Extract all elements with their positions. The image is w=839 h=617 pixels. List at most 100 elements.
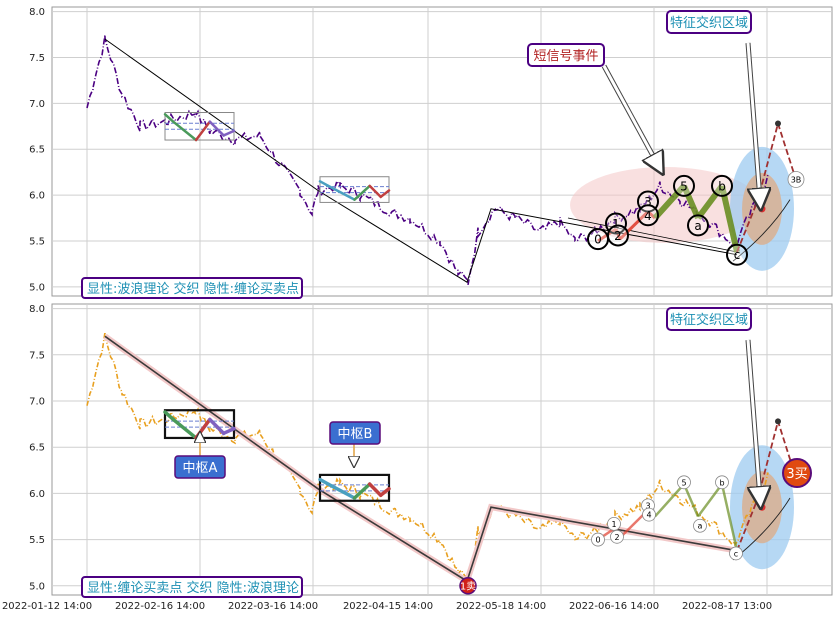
y-tick-label: 6.5 bbox=[29, 443, 45, 454]
y-tick-label: 5.5 bbox=[29, 535, 45, 546]
wave-label-text: 3 bbox=[644, 195, 652, 209]
wave-label-text: 5 bbox=[681, 478, 686, 487]
pivot-zigzag-segment bbox=[352, 482, 372, 500]
wave-label-text: 3B bbox=[791, 175, 802, 184]
x-tick-label: 2022-04-15 14:00 bbox=[343, 601, 433, 612]
y-tick-label: 6.5 bbox=[29, 145, 45, 156]
wave-label-text: c bbox=[734, 248, 741, 262]
wave-label-circle bbox=[787, 171, 805, 188]
legend-box bbox=[81, 277, 303, 299]
wave-label-text: 5 bbox=[680, 179, 688, 193]
y-tick-label: 5.0 bbox=[29, 581, 45, 592]
x-tick-label: 2022-01-12 14:00 bbox=[2, 601, 92, 612]
bottom-panel: 5.0 5.5 6.0 6.5 7.0 7.5 8.0 0 1 2 34 5 a b c 1卖 3买 中枢A 中枢B… bbox=[29, 303, 833, 598]
pivot-zigzag-segment bbox=[208, 120, 225, 137]
y-tick-label: 7.5 bbox=[29, 53, 45, 64]
signal-arrow bbox=[602, 65, 658, 165]
wave-label-text: 1 bbox=[612, 217, 620, 231]
wave-label-text: a bbox=[698, 522, 703, 531]
pivot-zigzag-segment bbox=[221, 426, 236, 436]
pivot-zigzag-segment bbox=[171, 417, 198, 440]
trend-stroke-line bbox=[104, 38, 738, 283]
y-tick-label: 6.0 bbox=[29, 489, 45, 500]
zone-callout-box bbox=[666, 10, 752, 34]
signal-callout-box bbox=[527, 43, 605, 67]
pivot-zigzag-segment bbox=[222, 129, 236, 137]
wave-segment bbox=[682, 483, 700, 517]
buy-point-label: 3买 bbox=[786, 467, 807, 482]
y-tick-label: 7.0 bbox=[29, 99, 45, 110]
top-panel: 5.0 5.5 6.0 6.5 7.0 7.5 8.0 012 34 5 a b c 3B 特征交织区域短信… bbox=[29, 6, 833, 299]
wave-segment bbox=[681, 184, 701, 220]
wave-label-text: 2 bbox=[614, 229, 622, 243]
wave-label-circle bbox=[729, 546, 743, 561]
wave-segment bbox=[654, 483, 685, 518]
wave-label-circle bbox=[673, 174, 695, 197]
x-tick-label: 2022-02-16 14:00 bbox=[115, 601, 205, 612]
wave-label-circle bbox=[607, 516, 621, 531]
price-series-line bbox=[86, 34, 769, 285]
x-tick-label: 2022-05-18 14:00 bbox=[456, 601, 546, 612]
wave-label-text: 0 bbox=[595, 536, 600, 545]
pivot-zigzag-segment bbox=[318, 180, 330, 188]
y-tick-label: 6.0 bbox=[29, 191, 45, 202]
wave-segment bbox=[720, 483, 739, 551]
wave-segment bbox=[719, 185, 740, 253]
wave-label-circle bbox=[687, 214, 709, 237]
y-tick-label: 8.0 bbox=[29, 7, 45, 18]
plot-frame bbox=[51, 303, 833, 596]
wave-segment bbox=[696, 483, 724, 518]
pivot-zigzag-segment bbox=[367, 482, 383, 497]
pivot-zigzag-segment bbox=[163, 113, 175, 123]
pivot-zigzag-segment bbox=[172, 120, 198, 142]
wave-label-circle bbox=[715, 475, 729, 490]
legend-label: 显性:波浪理论 交织 隐性:缠论买卖点 bbox=[87, 281, 299, 297]
zone-callout-label: 特征交织区域 bbox=[670, 15, 748, 31]
pivot-b-label: 中枢B bbox=[338, 427, 373, 442]
wave-label-circle bbox=[711, 174, 733, 197]
pivot-zigzag-segment bbox=[379, 189, 391, 199]
wave-label-circle bbox=[726, 243, 748, 266]
zone-callout-box bbox=[666, 307, 752, 331]
y-tick-label: 5.0 bbox=[29, 282, 45, 293]
wave-label-circle bbox=[607, 224, 629, 247]
pivot-zigzag-segment bbox=[327, 184, 356, 201]
y-tick-label: 8.0 bbox=[29, 304, 45, 315]
x-tick-label: 2022-06-16 14:00 bbox=[569, 601, 659, 612]
wave-label-circle bbox=[591, 532, 605, 547]
legend-box bbox=[81, 576, 303, 598]
y-tick-label: 7.5 bbox=[29, 350, 45, 361]
wave-label-circle bbox=[610, 529, 624, 544]
buy-point-badge bbox=[782, 458, 812, 489]
wave-label-circle bbox=[642, 507, 656, 522]
legend-label: 显性:缠论买卖点 交织 隐性:波浪理论 bbox=[87, 580, 299, 596]
wave-label-text: b bbox=[719, 478, 724, 487]
trend-guide-line bbox=[567, 217, 738, 253]
zone-callout-label: 特征交织区域 bbox=[670, 312, 748, 328]
wave-label-text: 0 bbox=[594, 233, 602, 247]
zone-arrow bbox=[746, 339, 760, 498]
pivot-zigzag-segment bbox=[194, 120, 212, 142]
wave-label-circle bbox=[637, 204, 659, 227]
wave-label-text: 3 bbox=[645, 501, 650, 510]
wave-segment bbox=[652, 183, 687, 221]
wave-segment bbox=[618, 210, 650, 241]
zone-center-point bbox=[758, 503, 766, 511]
y-tick-label: 5.5 bbox=[29, 236, 45, 247]
pivot-b-label-box bbox=[329, 421, 381, 445]
pivot-a-label: 中枢A bbox=[183, 461, 218, 476]
pivot-zigzag-segment bbox=[353, 184, 371, 201]
x-tick-label: 2022-03-16 14:00 bbox=[228, 601, 318, 612]
pivot-zigzag-segment bbox=[163, 410, 176, 422]
pivot-a-label-box bbox=[174, 455, 226, 479]
wave-label-circle bbox=[693, 518, 707, 533]
pivot-zigzag-segment bbox=[326, 482, 357, 500]
sell-point-label: 1卖 bbox=[460, 580, 476, 592]
x-tick-label: 2022-08-17 13:00 bbox=[682, 601, 772, 612]
projection-curve bbox=[732, 199, 791, 262]
wave-label-text: 1 bbox=[611, 520, 616, 529]
sell-point-badge bbox=[459, 577, 477, 595]
wave-label-circle bbox=[677, 475, 691, 490]
plot-frame bbox=[51, 6, 833, 297]
